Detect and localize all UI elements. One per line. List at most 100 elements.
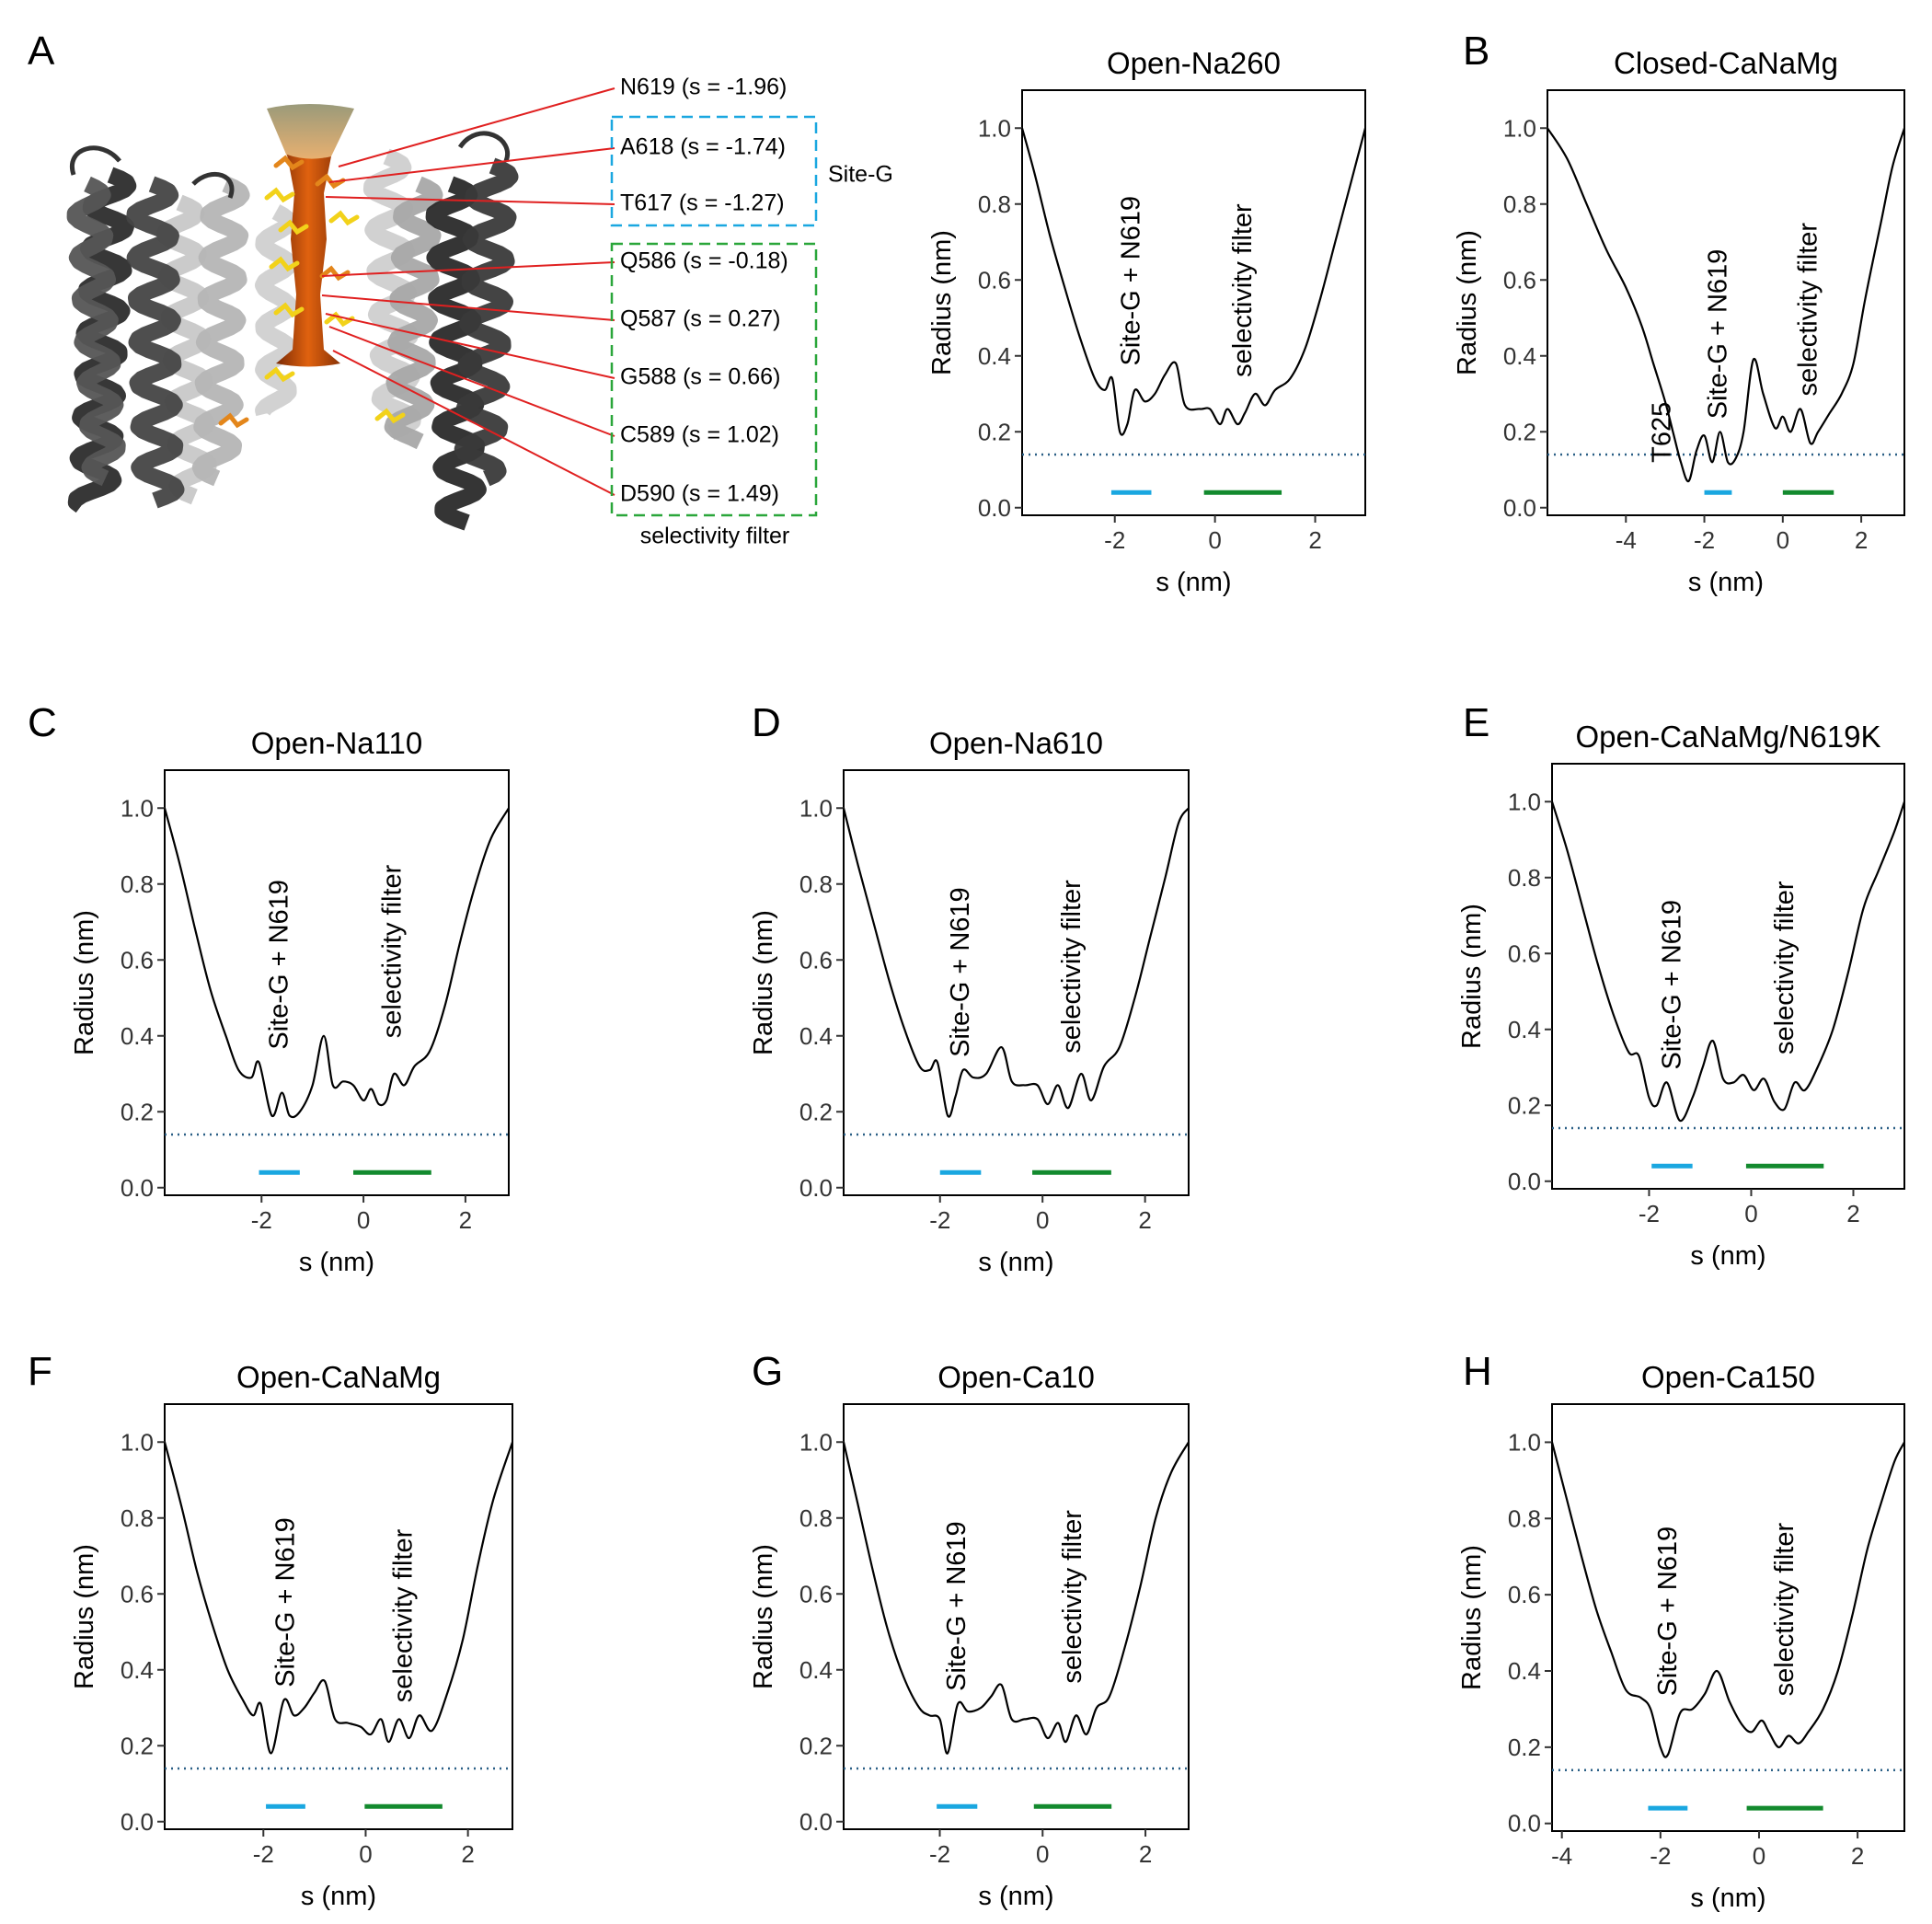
y-tick-label: 0.8	[799, 1504, 833, 1532]
side-chain	[218, 412, 249, 429]
x-tick-label: -2	[1650, 1842, 1671, 1870]
helix	[191, 176, 250, 487]
chart-title: Open-Ca10	[937, 1360, 1095, 1394]
x-tick-label: 2	[1855, 526, 1868, 554]
y-axis-label: Radius (nm)	[1457, 904, 1487, 1049]
helix	[454, 157, 519, 487]
residue-label: T617 (s = -1.27)	[620, 190, 785, 216]
side-chain	[328, 210, 360, 226]
y-tick-label: 0.8	[978, 190, 1011, 218]
y-tick-label: 0.8	[121, 1504, 154, 1532]
x-axis-label: s (nm)	[978, 1248, 1053, 1277]
x-tick-label: -2	[929, 1206, 950, 1234]
y-tick-label: 0.2	[1503, 418, 1536, 445]
y-tick-label: 0.6	[1508, 939, 1541, 967]
y-tick-label: 1.0	[799, 794, 833, 822]
x-tick-label: 0	[1753, 1842, 1765, 1870]
residue-label: A618 (s = -1.74)	[620, 134, 786, 160]
y-tick-label: 0.0	[1508, 1168, 1541, 1195]
chart-title: Open-Ca150	[1641, 1360, 1815, 1394]
y-tick-label: 0.8	[1508, 864, 1541, 892]
y-tick-label: 0.2	[121, 1732, 154, 1759]
chart-title: Open-Na610	[929, 726, 1103, 760]
range-label: selectivity filter	[377, 864, 407, 1038]
y-tick-label: 0.4	[799, 1656, 833, 1684]
x-tick-label: 0	[359, 1840, 372, 1868]
y-tick-label: 1.0	[121, 1428, 154, 1456]
x-axis-label: s (nm)	[299, 1248, 374, 1277]
chart-title: Open-CaNaMg	[236, 1360, 441, 1394]
y-axis-label: Radius (nm)	[927, 230, 957, 375]
x-axis-label: s (nm)	[1690, 1884, 1765, 1913]
x-tick-label: 0	[1036, 1840, 1049, 1868]
y-tick-label: 0.4	[1508, 1016, 1541, 1043]
helix	[384, 176, 443, 450]
filter-label: selectivity filter	[640, 524, 790, 549]
x-tick-label: 2	[1139, 1840, 1152, 1868]
range-label: Site-G + N619	[942, 1521, 972, 1691]
y-tick-label: 0.2	[1508, 1734, 1541, 1761]
y-tick-label: 0.6	[121, 946, 154, 974]
plot-frame	[1551, 763, 1905, 1190]
panel-letter: E	[1463, 700, 1489, 745]
y-tick-label: 0.2	[799, 1098, 833, 1125]
range-label: Site-G + N619	[1117, 196, 1146, 366]
y-tick-label: 0.4	[1508, 1657, 1541, 1685]
x-axis-label: s (nm)	[1690, 1241, 1765, 1271]
x-tick-label: 2	[1308, 526, 1321, 554]
radius-curve	[163, 807, 510, 1119]
range-label: Site-G + N619	[946, 887, 975, 1057]
chart-title: Closed-CaNaMg	[1614, 46, 1838, 80]
radius-curve	[1550, 801, 1906, 1123]
y-tick-label: 0.4	[799, 1022, 833, 1050]
helix	[255, 204, 297, 419]
y-tick-label: 0.4	[1503, 342, 1536, 370]
range-label: selectivity filter	[389, 1528, 419, 1702]
y-tick-label: 0.2	[799, 1732, 833, 1759]
leader-line	[338, 87, 615, 167]
y-tick-label: 0.4	[121, 1022, 154, 1050]
pore-cone	[267, 104, 354, 159]
x-tick-label: -2	[929, 1840, 950, 1868]
range-label: selectivity filter	[1057, 880, 1087, 1054]
x-tick-label: -2	[1104, 526, 1125, 554]
side-chain	[278, 219, 309, 236]
residue-label: C589 (s = 1.02)	[620, 422, 779, 448]
y-axis-label: Radius (nm)	[70, 1544, 99, 1689]
x-axis-label: s (nm)	[1688, 568, 1764, 597]
y-tick-label: 0.6	[121, 1580, 154, 1607]
y-tick-label: 1.0	[978, 114, 1011, 142]
y-tick-label: 0.2	[121, 1098, 154, 1125]
side-chain	[269, 256, 300, 272]
range-label: Site-G + N619	[265, 880, 294, 1050]
chart-title: Open-Na110	[251, 726, 423, 760]
plot-frame	[843, 769, 1190, 1196]
x-tick-label: -2	[1694, 526, 1715, 554]
leader-line	[321, 261, 615, 277]
y-tick-label: 0.0	[121, 1174, 154, 1202]
helix	[66, 176, 126, 487]
range-label: selectivity filter	[1794, 223, 1823, 397]
residue-label: Q587 (s = 0.27)	[620, 306, 780, 332]
y-tick-label: 0.6	[1508, 1581, 1541, 1608]
y-tick-label: 0.0	[799, 1808, 833, 1836]
y-tick-label: 0.8	[1503, 190, 1536, 218]
site-g-label: Site-G	[828, 162, 893, 188]
side-chain	[324, 311, 355, 328]
panel-letter: H	[1463, 1349, 1492, 1394]
range-label: selectivity filter	[1770, 1523, 1800, 1697]
radius-curve	[1547, 127, 1906, 483]
x-tick-label: -4	[1551, 1842, 1572, 1870]
side-chain	[273, 155, 305, 171]
y-tick-label: 0.6	[1503, 266, 1536, 294]
side-chain	[264, 187, 295, 203]
residue-label: D590 (s = 1.49)	[620, 481, 779, 507]
y-tick-label: 0.6	[799, 946, 833, 974]
x-tick-label: 0	[1777, 526, 1789, 554]
y-tick-label: 0.4	[121, 1656, 154, 1684]
leader-line	[325, 196, 615, 205]
panel-letter: G	[752, 1349, 783, 1394]
range-label: Site-G + N619	[1703, 249, 1732, 420]
pore	[276, 155, 340, 367]
y-axis-label: Radius (nm)	[1457, 1545, 1487, 1690]
